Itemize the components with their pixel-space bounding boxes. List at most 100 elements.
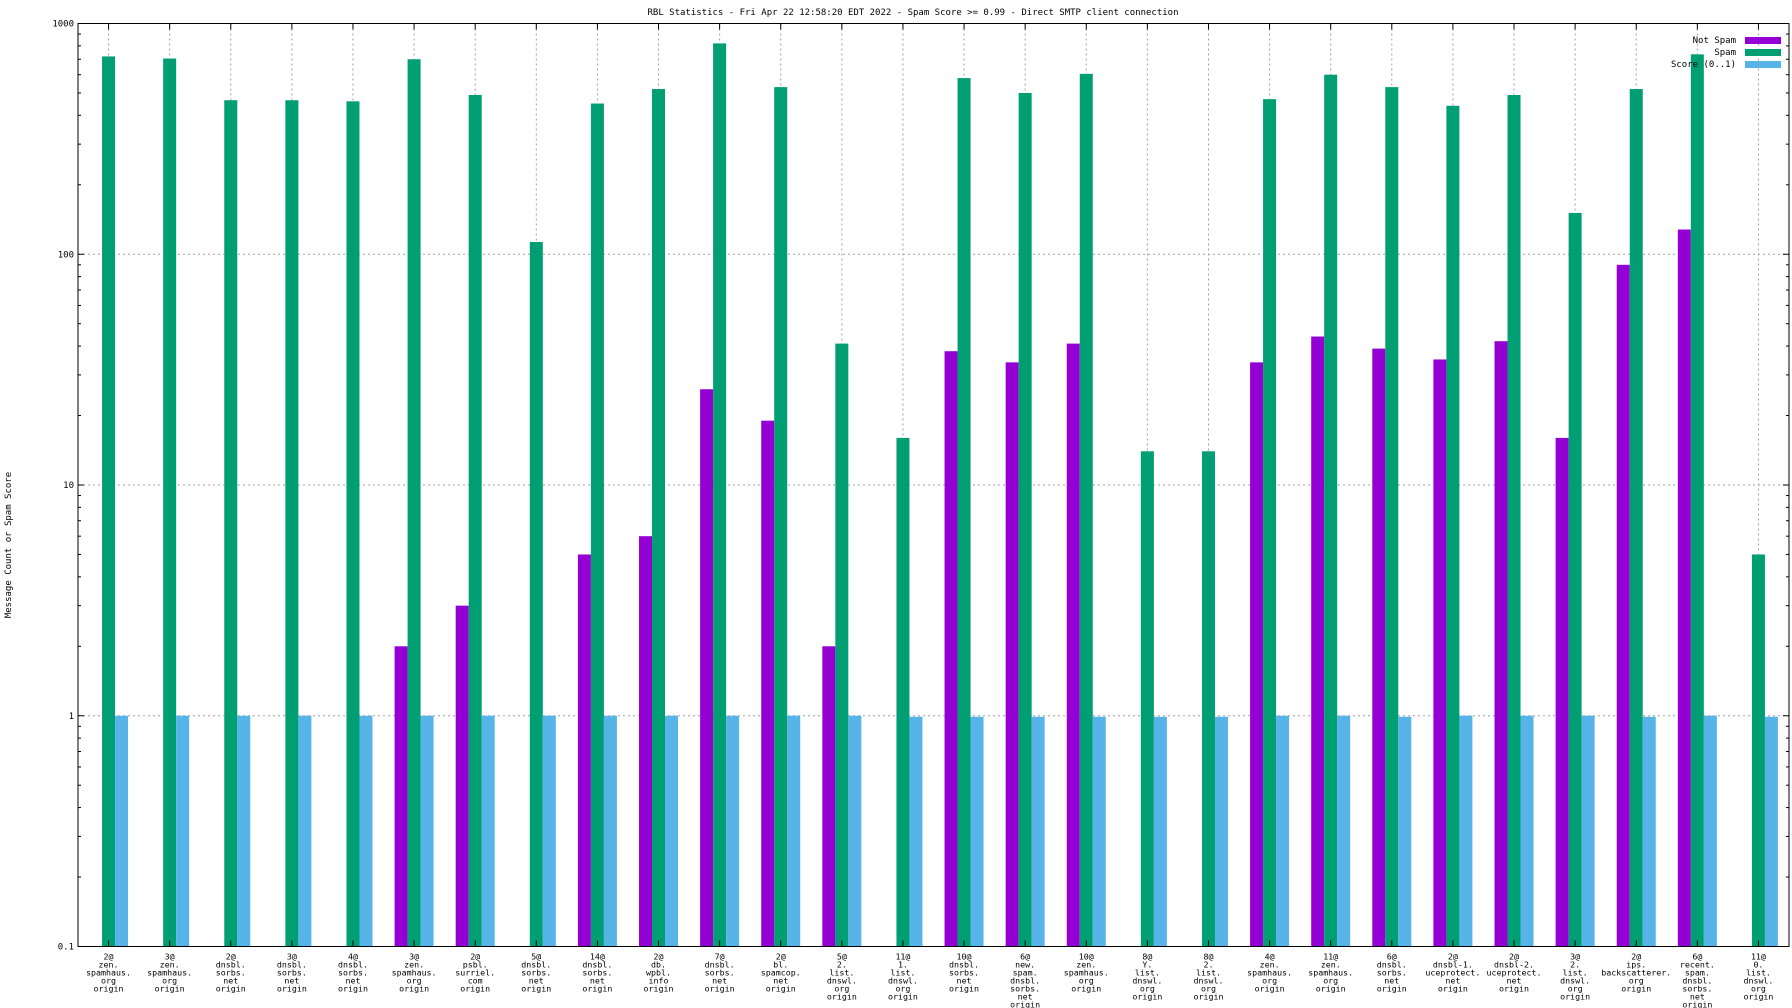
bar-not-spam: [700, 389, 714, 947]
legend-label: Spam: [1714, 48, 1736, 58]
bar-spam: [713, 43, 727, 947]
bar-score-0-1: [726, 715, 740, 947]
bar-score-0-1: [1642, 716, 1656, 947]
plot-border: [77, 23, 1790, 947]
bar-score-0-1: [1276, 715, 1290, 947]
x-tick-label: 10@ zen. spamhaus. org origin: [1064, 952, 1109, 994]
bar-score-0-1: [1520, 715, 1534, 947]
bar-score-0-1: [1459, 715, 1473, 947]
bar-not-spam: [1433, 359, 1447, 947]
bars: [102, 43, 1778, 947]
bar-spam: [529, 242, 543, 947]
bar-score-0-1: [848, 715, 862, 947]
bar-spam: [1751, 554, 1765, 947]
bar-score-0-1: [359, 715, 373, 947]
bar-spam: [774, 87, 788, 947]
y-tick-label: 1: [69, 712, 74, 722]
bar-score-0-1: [970, 716, 984, 947]
bar-spam: [1629, 89, 1643, 947]
bar-score-0-1: [237, 715, 251, 947]
bar-not-spam: [577, 554, 591, 947]
legend-swatch: [1745, 37, 1781, 44]
chart-title: RBL Statistics - Fri Apr 22 12:58:20 EDT…: [647, 8, 1178, 18]
bar-spam: [1201, 451, 1215, 947]
bar-score-0-1: [1031, 716, 1045, 947]
bar-spam: [163, 58, 177, 947]
x-tick-label: 10@ dnsbl. sorbs. net origin: [949, 952, 979, 994]
bar-score-0-1: [1398, 716, 1412, 947]
bar-not-spam: [1372, 348, 1386, 947]
bar-spam: [1446, 105, 1460, 947]
y-tick-label: 100: [58, 250, 74, 260]
bar-score-0-1: [542, 715, 556, 947]
bar-not-spam: [761, 420, 775, 947]
bar-not-spam: [394, 646, 408, 947]
bar-score-0-1: [298, 715, 312, 947]
bar-spam: [407, 59, 421, 947]
bar-spam: [1263, 99, 1277, 947]
bar-not-spam: [1005, 362, 1019, 947]
legend-swatch: [1745, 61, 1781, 68]
x-tick-label: 8@ Y. list. dnswl. org origin: [1132, 952, 1162, 1002]
x-tick-label: 2@ bl. spamcop. net origin: [761, 952, 801, 994]
bar-not-spam: [822, 646, 836, 947]
x-tick-label: 2@ ips. backscatterer. org origin: [1601, 952, 1671, 994]
x-tick-label: 3@ 2. list. dnswl. org origin: [1560, 952, 1590, 1002]
legend-label: Score (0..1): [1671, 60, 1736, 70]
bar-spam: [1385, 87, 1399, 947]
y-axis-label: Message Count or Spam Score: [4, 472, 14, 618]
y-tick-label: 0.1: [58, 943, 74, 953]
x-tick-label: 2@ dnsbl-1. uceprotect. net origin: [1425, 952, 1480, 994]
x-tick-label: 3@ zen. spamhaus. org origin: [392, 952, 437, 994]
x-axis-labels: 2@ zen. spamhaus. org origin 3@ zen. spamhaus. o…: [86, 952, 1773, 1008]
x-tick-label: 2@ dnsbl-2. uceprotect. net origin: [1487, 952, 1542, 994]
bar-score-0-1: [665, 715, 679, 947]
bar-score-0-1: [603, 715, 617, 947]
bar-not-spam: [455, 605, 469, 947]
x-tick-label: 11@ 0. list. dnswl. org origin: [1743, 952, 1773, 1002]
bar-spam: [590, 103, 604, 947]
x-tick-label: 4@ dnsbl. sorbs. net origin: [338, 952, 368, 994]
bar-score-0-1: [1214, 716, 1228, 947]
bar-score-0-1: [420, 715, 434, 947]
bar-spam: [1018, 92, 1032, 947]
y-tick-label: 10: [63, 481, 74, 491]
x-tick-label: 2@ db. wpbl. info origin: [644, 952, 674, 994]
bar-not-spam: [944, 351, 958, 947]
bar-score-0-1: [909, 716, 923, 947]
bar-spam: [957, 78, 971, 947]
bar-spam: [346, 101, 360, 947]
bar-not-spam: [1616, 264, 1630, 947]
legend: Not Spam Spam Score (0..1): [1671, 36, 1781, 70]
bar-not-spam: [1494, 341, 1508, 947]
bar-score-0-1: [481, 715, 495, 947]
x-tick-label: 8@ 2. list. dnswl. org origin: [1193, 952, 1223, 1002]
x-tick-label: 11@ 1. list. dnswl. org origin: [888, 952, 918, 1002]
x-tick-label: 14@ dnsbl. sorbs. net origin: [582, 952, 612, 994]
x-tick-label: 2@ dnsbl. sorbs. net origin: [216, 952, 246, 994]
bar-spam: [102, 56, 116, 947]
bar-spam: [1690, 54, 1704, 947]
x-tick-label: 3@ zen. spamhaus. org origin: [147, 952, 192, 994]
bar-score-0-1: [1092, 716, 1106, 947]
bar-spam: [224, 100, 238, 947]
x-tick-label: 2@ zen. spamhaus. org origin: [86, 952, 131, 994]
bar-not-spam: [639, 536, 653, 947]
x-tick-label: 2@ psbl. surriel. com origin: [455, 952, 495, 994]
bar-not-spam: [1677, 229, 1691, 947]
bar-spam: [835, 343, 849, 947]
bar-spam: [652, 89, 666, 947]
bar-score-0-1: [1153, 716, 1167, 947]
bar-score-0-1: [1703, 715, 1717, 947]
legend-label: Not Spam: [1693, 36, 1736, 46]
bar-spam: [1079, 73, 1093, 947]
x-tick-label: 6@ recent. spam. dnsbl. sorbs. net origin: [1680, 952, 1715, 1008]
bar-not-spam: [1555, 437, 1569, 947]
x-tick-label: 6@ new. spam. dnsbl. sorbs. net origin: [1010, 952, 1040, 1008]
bar-score-0-1: [115, 715, 129, 947]
bar-score-0-1: [1581, 715, 1595, 947]
x-tick-label: 5@ 2. list. dnswl. org origin: [827, 952, 857, 1002]
bar-score-0-1: [787, 715, 801, 947]
legend-swatch: [1745, 49, 1781, 56]
